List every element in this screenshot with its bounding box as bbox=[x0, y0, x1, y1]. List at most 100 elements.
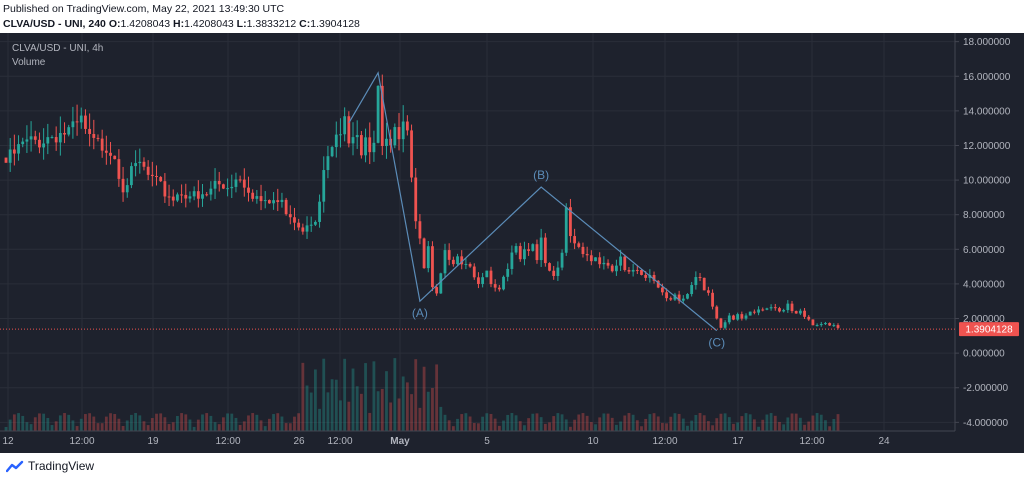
volume-bar bbox=[418, 407, 422, 431]
price-tick-label: 18.000000 bbox=[963, 37, 1011, 48]
volume-bar bbox=[732, 423, 735, 431]
volume-bar bbox=[301, 362, 305, 431]
candle-body bbox=[539, 237, 543, 261]
volume-bar bbox=[334, 379, 338, 431]
volume-bar bbox=[196, 419, 200, 431]
candle-body bbox=[573, 236, 577, 244]
candle-body bbox=[794, 311, 798, 314]
time-tick-label: 12:00 bbox=[327, 436, 352, 447]
time-tick-label: 26 bbox=[293, 436, 305, 447]
candle-body bbox=[602, 262, 606, 265]
volume-bar bbox=[740, 416, 744, 431]
candle-body bbox=[727, 315, 731, 323]
candle-body bbox=[439, 273, 443, 294]
candle-body bbox=[334, 134, 338, 148]
candle-body bbox=[807, 316, 811, 320]
volume-bar bbox=[594, 424, 597, 431]
ohlc-key: H: bbox=[170, 18, 185, 30]
candle-body bbox=[33, 136, 37, 140]
volume-bar bbox=[8, 419, 12, 431]
candle-body bbox=[364, 137, 367, 156]
volume-bar bbox=[472, 422, 476, 431]
volume-bar bbox=[180, 413, 183, 431]
volume-bar bbox=[773, 415, 777, 431]
volume-bar bbox=[502, 420, 505, 431]
volume-bar bbox=[255, 414, 259, 431]
last-price-tag bbox=[959, 322, 1019, 337]
candle-body bbox=[569, 207, 572, 237]
candle-body bbox=[46, 137, 50, 144]
tradingview-logo-icon bbox=[6, 460, 24, 473]
candle-body bbox=[506, 268, 510, 277]
price-tick-label: 4.000000 bbox=[963, 279, 1005, 290]
candle-body bbox=[723, 322, 727, 328]
candle-body bbox=[117, 159, 121, 179]
volume-bar bbox=[518, 421, 522, 431]
volume-bar bbox=[757, 426, 760, 431]
volume-bar bbox=[21, 415, 25, 431]
candle-body bbox=[819, 324, 823, 326]
volume-bar bbox=[92, 416, 96, 431]
volume-bar bbox=[552, 416, 556, 431]
volume-bar bbox=[581, 413, 585, 431]
candle-body bbox=[297, 222, 301, 228]
candle-body bbox=[656, 280, 660, 288]
candle-body bbox=[138, 161, 142, 164]
candle-body bbox=[96, 137, 100, 139]
candle-body bbox=[380, 85, 384, 147]
volume-bar bbox=[247, 415, 250, 431]
time-tick-label: 19 bbox=[147, 436, 159, 447]
candlestick-chart[interactable]: (A) (B) (C) 18.000000 16.000000 14.000000 12.… bbox=[0, 33, 1024, 453]
ohlc-values: O:1.4208043 H:1.4208043 L:1.3833212 C:1.… bbox=[109, 18, 360, 30]
volume-bar bbox=[727, 417, 731, 431]
volume-bar bbox=[25, 422, 29, 431]
volume-bar bbox=[715, 418, 719, 431]
volume-bar bbox=[414, 359, 418, 431]
time-tick-label: May bbox=[390, 436, 410, 447]
candle-body bbox=[167, 196, 171, 198]
volume-bar bbox=[38, 413, 41, 431]
candle-body bbox=[180, 194, 183, 196]
candle-body bbox=[782, 310, 786, 312]
candle-body bbox=[493, 284, 497, 288]
candle-body bbox=[393, 127, 397, 146]
volume-bar bbox=[326, 392, 330, 431]
volume-bar bbox=[71, 420, 75, 431]
candle-body bbox=[690, 285, 694, 295]
candle-body bbox=[29, 136, 33, 140]
candle-body bbox=[330, 147, 334, 157]
candle-body bbox=[318, 201, 321, 222]
time-tick-label: 10 bbox=[587, 436, 599, 447]
volume-bar bbox=[673, 413, 677, 431]
volume-bar bbox=[213, 422, 217, 431]
candle-body bbox=[472, 266, 476, 278]
volume-bar bbox=[598, 417, 602, 431]
chart-pane[interactable]: (A) (B) (C) 18.000000 16.000000 14.000000 12.… bbox=[0, 33, 1024, 453]
candle-body bbox=[309, 224, 313, 226]
candle-body bbox=[732, 315, 735, 320]
volume-bar bbox=[497, 425, 501, 431]
candle-body bbox=[410, 130, 413, 178]
volume-bar bbox=[531, 413, 535, 431]
wave-label: (C) bbox=[708, 336, 725, 350]
candle-body bbox=[752, 311, 756, 313]
volume-bar bbox=[460, 414, 464, 431]
volume-bar bbox=[100, 423, 104, 431]
volume-bar bbox=[623, 415, 627, 431]
volume-bar bbox=[652, 413, 656, 431]
volume-bar bbox=[150, 418, 154, 431]
volume-bar bbox=[589, 422, 593, 431]
volume-bar bbox=[272, 414, 275, 431]
candle-body bbox=[159, 177, 163, 182]
volume-bar bbox=[744, 413, 748, 431]
volume-bar bbox=[694, 414, 698, 431]
volume-bar bbox=[786, 417, 790, 431]
candle-body bbox=[222, 184, 225, 189]
volume-bar bbox=[63, 413, 66, 431]
candle-body bbox=[113, 155, 117, 160]
candle-body bbox=[401, 121, 405, 140]
volume-bar bbox=[29, 424, 33, 431]
candle-body bbox=[665, 292, 668, 299]
candle-body bbox=[719, 318, 723, 328]
candle-body bbox=[213, 180, 217, 189]
